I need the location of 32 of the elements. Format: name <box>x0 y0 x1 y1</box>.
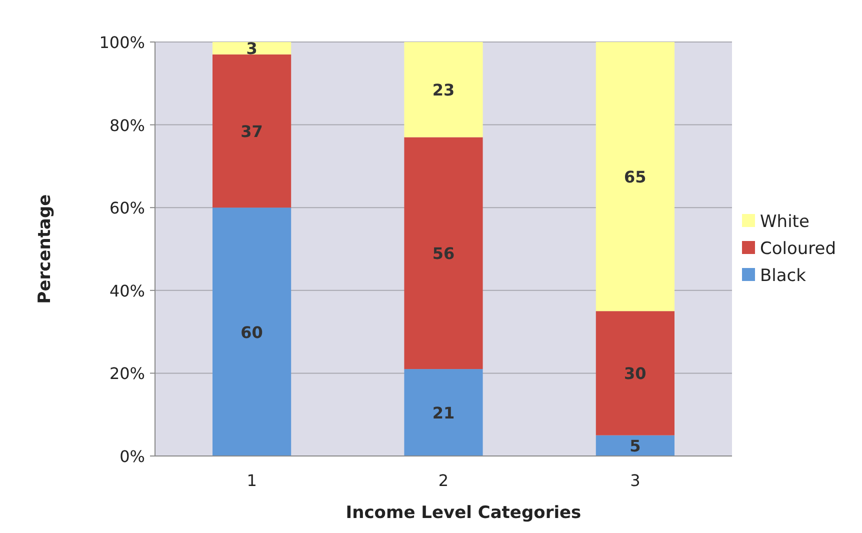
x-axis-title: Income Level Categories <box>346 503 582 523</box>
data-label: 23 <box>432 80 455 100</box>
y-tick-label: 80% <box>109 116 145 135</box>
y-tick-label: 100% <box>99 33 145 52</box>
x-tick-label: 1 <box>246 471 257 490</box>
data-label: 56 <box>432 244 455 264</box>
bar <box>596 42 674 312</box>
bar <box>596 311 674 436</box>
x-tick-label: 3 <box>630 471 640 490</box>
data-label: 5 <box>630 436 641 456</box>
x-tick-label: 2 <box>438 471 449 490</box>
bar <box>404 42 483 138</box>
legend-label: White <box>760 212 810 232</box>
bar <box>212 208 292 456</box>
bar <box>596 435 674 456</box>
data-label: 65 <box>624 168 646 187</box>
data-label: 60 <box>240 322 263 342</box>
legend-label: Black <box>760 266 806 286</box>
data-label: 21 <box>432 404 455 423</box>
y-tick-label: 60% <box>109 198 145 218</box>
data-label: 37 <box>240 122 263 142</box>
legend-label: Coloured <box>760 239 836 259</box>
y-axis-title: Percentage <box>35 194 55 304</box>
y-tick-label: 0% <box>120 447 145 466</box>
data-label: 30 <box>624 364 646 384</box>
bar <box>404 137 483 370</box>
bar <box>404 369 483 456</box>
y-tick-label: 20% <box>109 364 145 384</box>
bar <box>212 54 292 208</box>
bar <box>212 42 292 54</box>
y-tick-label: 40% <box>109 281 145 300</box>
data-label: 3 <box>246 39 258 58</box>
